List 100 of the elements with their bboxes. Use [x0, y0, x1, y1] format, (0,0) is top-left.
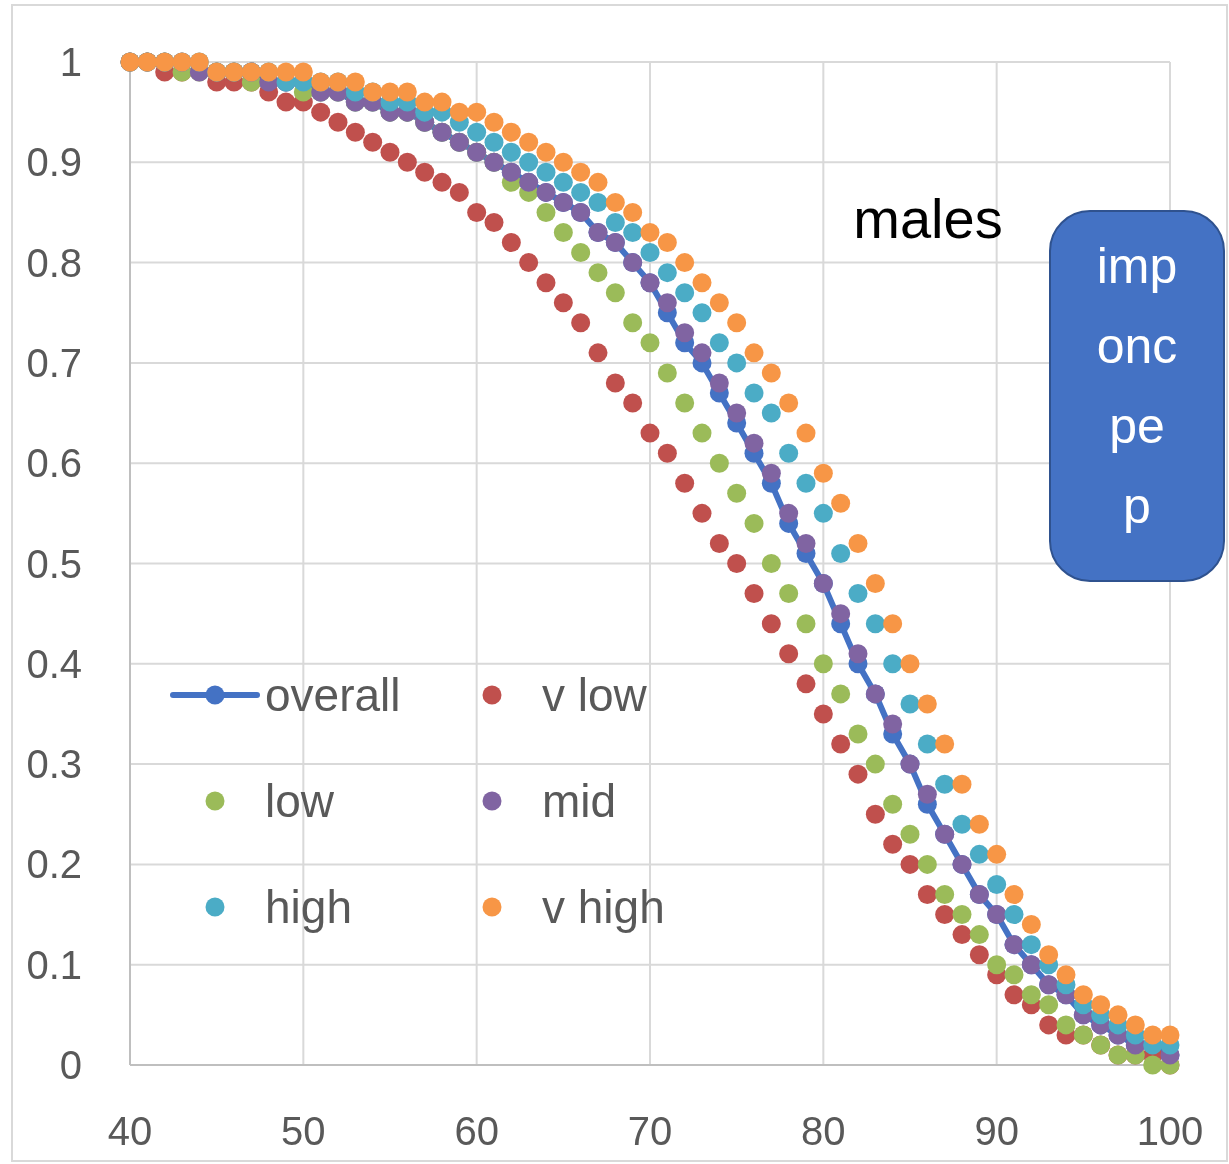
- annotation: imp onc pe p: [1096, 238, 1178, 534]
- point: [831, 734, 851, 754]
- point: [744, 433, 764, 453]
- point: [917, 884, 937, 904]
- point: [744, 584, 764, 604]
- point: [848, 764, 868, 784]
- point: [623, 393, 643, 413]
- x-tick-label: 100: [1136, 1109, 1204, 1153]
- point: [883, 834, 903, 854]
- x-tick-label: 90: [974, 1109, 1019, 1153]
- point: [432, 172, 452, 192]
- point: [311, 102, 331, 122]
- point: [796, 533, 816, 553]
- point: [467, 202, 487, 222]
- point: [675, 473, 695, 493]
- point: [276, 92, 296, 112]
- y-tick-label: 0.8: [26, 240, 82, 285]
- point: [744, 513, 764, 533]
- point: [935, 905, 955, 925]
- point: [969, 925, 989, 945]
- point: [328, 112, 348, 132]
- point: [727, 403, 747, 423]
- point: [1056, 1015, 1076, 1035]
- point: [779, 584, 799, 604]
- point: [415, 162, 435, 182]
- point: [761, 554, 781, 573]
- point: [553, 223, 573, 243]
- legend-label: v high: [542, 881, 665, 934]
- point: [605, 283, 625, 303]
- point: [761, 614, 781, 634]
- point: [692, 423, 712, 443]
- y-tick-label: 1: [59, 40, 82, 84]
- point: [1039, 1015, 1059, 1035]
- point: [657, 443, 677, 463]
- point: [865, 804, 885, 824]
- x-tick-label: 70: [627, 1109, 673, 1153]
- point: [952, 905, 972, 925]
- point: [709, 373, 729, 393]
- y-tick-label: 0.9: [26, 140, 82, 185]
- point: [848, 644, 868, 664]
- point: [969, 945, 989, 965]
- point: [640, 423, 660, 443]
- y-tick-label: 0.6: [26, 441, 82, 486]
- point: [692, 343, 712, 363]
- point: [605, 373, 625, 393]
- point: [657, 363, 677, 383]
- point: [883, 714, 903, 734]
- point: [363, 132, 383, 152]
- point: [519, 253, 539, 273]
- point: [380, 142, 400, 162]
- legend-label: overall: [265, 669, 401, 722]
- y-tick-label: 0.4: [26, 641, 82, 686]
- point: [588, 263, 608, 283]
- point: [1021, 985, 1041, 1005]
- point: [1143, 1055, 1163, 1075]
- legend-label: mid: [542, 775, 617, 828]
- y-tick-label: 0.1: [26, 942, 82, 987]
- legend-label: low: [265, 775, 335, 828]
- point: [553, 293, 573, 313]
- point: [1004, 985, 1024, 1005]
- point: [397, 152, 417, 172]
- point: [536, 202, 556, 222]
- point: [484, 212, 504, 232]
- point: [952, 925, 972, 945]
- point: [1004, 965, 1024, 985]
- point: [779, 503, 799, 523]
- point: [709, 453, 729, 473]
- point: [831, 684, 851, 704]
- y-tick-label: 0.5: [26, 541, 82, 586]
- point: [865, 754, 885, 774]
- point: [449, 182, 469, 202]
- x-tick-label: 80: [801, 1109, 846, 1153]
- x-tick-label: 40: [107, 1109, 153, 1153]
- point: [501, 233, 521, 253]
- annotation: males: [853, 186, 1003, 250]
- point: [848, 724, 868, 744]
- point: [935, 884, 955, 904]
- point: [761, 463, 781, 483]
- x-tick-label: 60: [454, 1109, 499, 1153]
- point: [657, 293, 677, 313]
- legend-label: high: [265, 881, 352, 934]
- point: [536, 273, 556, 293]
- legend-label: v low: [542, 669, 648, 722]
- point: [1039, 995, 1059, 1015]
- point: [623, 313, 643, 333]
- point: [571, 313, 591, 333]
- point: [813, 654, 833, 674]
- point: [571, 243, 591, 263]
- point: [900, 854, 920, 874]
- point: [779, 644, 799, 664]
- point: [883, 794, 903, 814]
- point: [675, 393, 695, 413]
- point: [588, 343, 608, 363]
- point: [796, 674, 816, 694]
- point: [796, 614, 816, 634]
- point: [345, 122, 365, 142]
- point: [675, 323, 695, 343]
- point: [640, 333, 660, 353]
- x-tick-label: 50: [281, 1109, 326, 1153]
- y-tick-label: 0.2: [26, 842, 82, 887]
